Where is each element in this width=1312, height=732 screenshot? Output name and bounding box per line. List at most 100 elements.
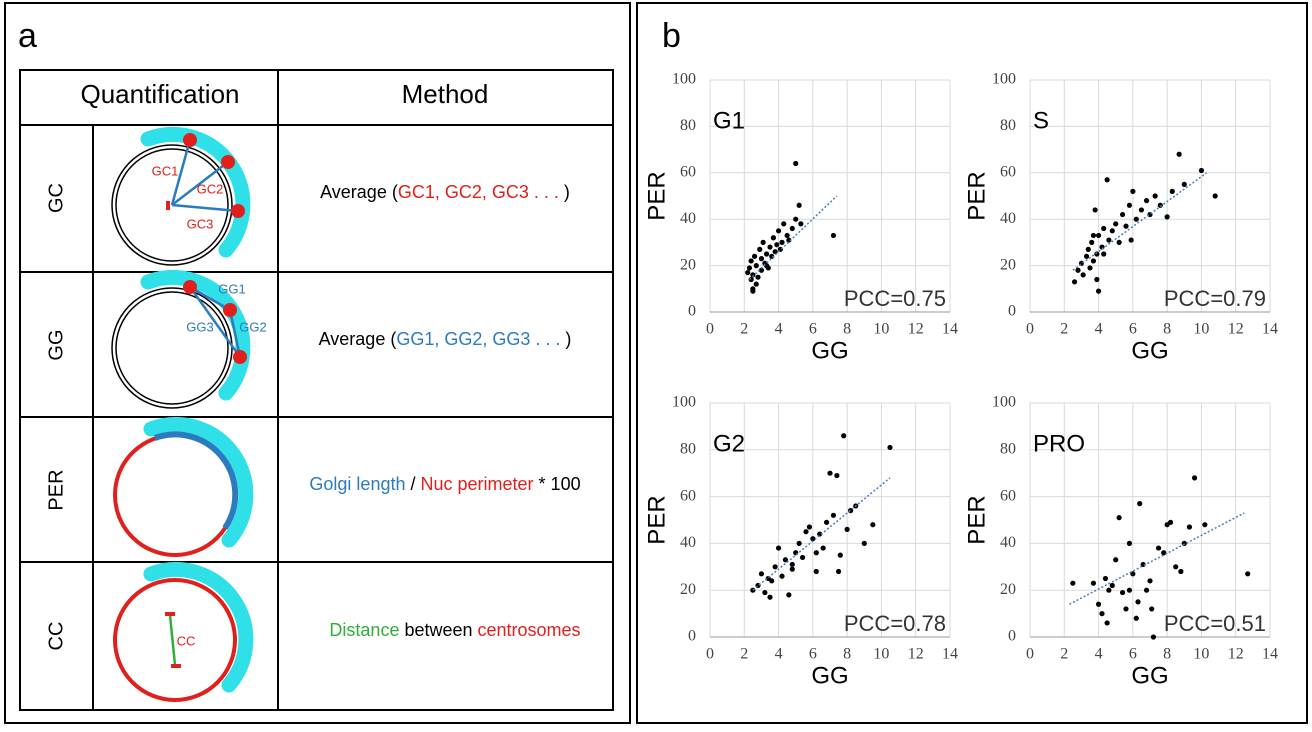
- y-tick-label: 60: [1000, 487, 1016, 504]
- y-axis-label: PER: [643, 171, 670, 220]
- scatter-point: [830, 512, 837, 518]
- row-label: GC: [45, 183, 67, 213]
- scatter-point: [841, 433, 847, 439]
- scatter-point: [758, 256, 765, 262]
- scatter-point: [1095, 232, 1102, 239]
- scatter-point: [748, 258, 754, 264]
- scatter-point: [1101, 225, 1107, 232]
- y-tick-label: 60: [680, 487, 696, 504]
- y-axis-label: PER: [963, 495, 990, 544]
- scatter-point: [1157, 202, 1163, 208]
- y-tick-label: 80: [1000, 117, 1016, 134]
- scatter-point: [1094, 276, 1100, 283]
- x-axis-label: GG: [1131, 337, 1168, 364]
- method-part: Golgi length: [309, 474, 405, 494]
- scatter-point: [1113, 557, 1119, 563]
- scatter-point: [774, 242, 780, 248]
- scatter-point: [1102, 575, 1109, 582]
- chart-title: PRO: [1033, 430, 1085, 457]
- x-tick-label: 10: [873, 321, 889, 338]
- scatter-point: [745, 269, 751, 276]
- x-tick-label: 12: [1228, 321, 1244, 338]
- trendline: [1072, 172, 1208, 271]
- x-tick-label: 10: [1193, 321, 1209, 338]
- scatter-point: [1147, 578, 1153, 584]
- scatter-point: [786, 237, 792, 243]
- scatter-point: [1090, 232, 1097, 239]
- x-tick-label: 2: [1060, 646, 1068, 663]
- scatter-point: [757, 246, 763, 252]
- scatter-point: [786, 592, 792, 598]
- scatter-point: [775, 545, 782, 551]
- scatter-point: [763, 251, 770, 257]
- scatter-point: [772, 564, 778, 570]
- scatter-point: [1113, 221, 1119, 227]
- scatter-point: [1123, 606, 1129, 612]
- scatter-point: [767, 244, 773, 250]
- scatter-point: [779, 573, 785, 579]
- scatter-point: [837, 552, 843, 558]
- scatter-point: [820, 545, 826, 551]
- gc-diagram: [111, 126, 251, 266]
- x-tick-label: 12: [908, 646, 924, 663]
- scatter-point: [1099, 611, 1105, 617]
- x-tick-label: 10: [873, 646, 889, 663]
- scatter-point: [827, 470, 833, 476]
- scatter-point: [746, 265, 753, 271]
- method-part: centrosomes: [478, 620, 581, 640]
- scatter-point: [782, 557, 789, 563]
- scatter-point: [1109, 582, 1115, 589]
- gg-diagram: [111, 269, 251, 409]
- row-label: GG: [45, 329, 67, 360]
- scatter-point: [755, 274, 761, 280]
- method-part: ): [559, 182, 570, 202]
- y-tick-label: 0: [688, 303, 696, 320]
- scatter-point: [753, 263, 759, 269]
- scatter-point: [813, 568, 819, 575]
- x-tick-label: 6: [1129, 321, 1137, 338]
- scatter-point: [798, 221, 804, 227]
- y-tick-label: 40: [1000, 534, 1016, 551]
- method-part: ): [560, 329, 571, 349]
- scatter-point: [750, 272, 756, 278]
- scatter-point: [1126, 587, 1133, 593]
- scatter-point: [758, 267, 765, 273]
- scatter-point: [753, 281, 759, 287]
- scatter-point: [1150, 634, 1157, 640]
- scatter-point: [793, 216, 799, 222]
- method-part: between: [399, 620, 477, 640]
- chart-title: G1: [713, 107, 745, 134]
- x-tick-label: 14: [1262, 321, 1278, 338]
- x-tick-label: 8: [843, 646, 851, 663]
- y-tick-label: 20: [680, 581, 696, 598]
- per-diagram: [113, 416, 254, 557]
- y-tick-label: 40: [680, 210, 696, 227]
- scatter-point: [796, 540, 802, 547]
- scatter-point: [760, 239, 766, 245]
- scatter-point: [769, 578, 775, 584]
- scatter-point: [1149, 606, 1155, 612]
- scatter-point: [1095, 288, 1102, 294]
- scatter-point: [1126, 540, 1133, 547]
- scatter-point: [1198, 167, 1205, 174]
- method-text: Average (GG1, GG2, GG3 . . . ): [319, 329, 572, 349]
- scatter-point: [1167, 519, 1174, 525]
- scatter-point: [1191, 475, 1198, 481]
- diagram-label: GC3: [187, 216, 214, 231]
- diagram-label: GG2: [239, 319, 266, 334]
- x-tick-label: 14: [942, 646, 958, 663]
- method-part: * 100: [534, 474, 581, 494]
- diagram-label: GG1: [218, 281, 245, 296]
- method-part: /: [405, 474, 420, 494]
- x-tick-label: 0: [1026, 646, 1034, 663]
- method-part: GC1, GC2, GC3 . . .: [398, 182, 559, 202]
- method-part: Average (: [319, 329, 397, 349]
- scatter-point: [1155, 545, 1162, 551]
- scatter-point: [1071, 279, 1078, 285]
- y-axis-label: PER: [643, 495, 670, 544]
- y-tick-label: 20: [1000, 256, 1016, 273]
- scatter-point: [750, 288, 756, 294]
- scatter-point: [1083, 253, 1090, 259]
- scatter-point: [1128, 237, 1134, 243]
- scatter-point: [1119, 589, 1126, 596]
